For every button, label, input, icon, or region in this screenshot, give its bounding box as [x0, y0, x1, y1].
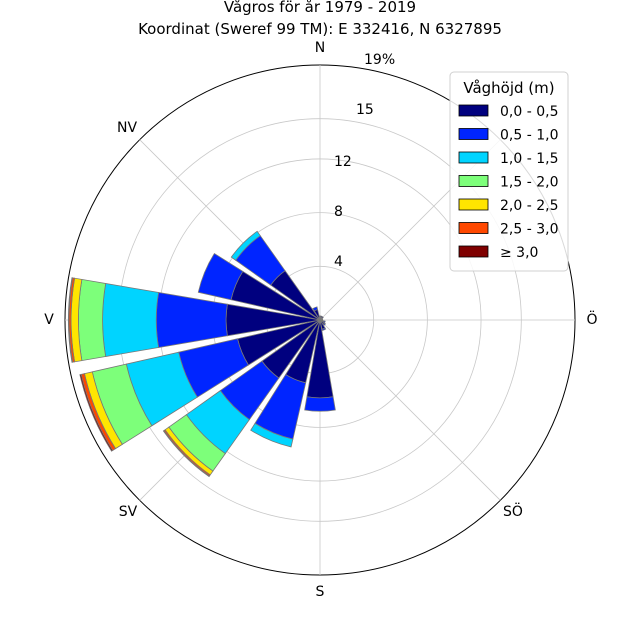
legend-swatch	[458, 175, 489, 187]
wedge-V-bin-3	[78, 278, 107, 362]
wedge-SSV-bin-2	[250, 422, 294, 448]
legend-swatch	[458, 245, 489, 258]
legend-swatch	[458, 128, 489, 140]
legend-label: 2,5 - 3,0	[500, 222, 558, 238]
direction-label: Ö	[586, 310, 597, 328]
wedge-S-bin-1	[304, 396, 336, 412]
wedge-SV-bin-6	[162, 430, 210, 478]
legend-label: 1,5 - 2,0	[500, 175, 558, 191]
radial-tick-label: 19%	[364, 52, 395, 68]
legend-label: 1,0 - 1,5	[500, 151, 558, 167]
direction-label: SV	[119, 504, 138, 520]
legend-swatch	[458, 198, 489, 211]
wedge-NV-bin-2	[230, 230, 261, 261]
direction-label: NV	[117, 120, 137, 136]
wedge-V-bin-1	[155, 292, 228, 348]
direction-label: S	[316, 584, 325, 600]
wedge-NNV-bin-1	[312, 306, 319, 312]
radial-tick-label: 12	[334, 154, 352, 170]
legend-swatch	[458, 151, 489, 164]
legend-label: 2,0 - 2,5	[500, 198, 558, 214]
legend-swatch	[458, 222, 489, 234]
direction-label: N	[315, 40, 325, 56]
wedge-VNV-bin-1	[197, 252, 244, 301]
wedge-V-bin-6	[68, 277, 74, 363]
wedge-VSV-bin-6	[79, 373, 114, 452]
legend: Våghöjd (m) 0,0 - 0,5 0,5 - 1,0 1,0 - 1,5 1,…	[449, 71, 569, 272]
legend-label: 0,0 - 0,5	[500, 104, 558, 120]
legend-title: Våghöjd (m)	[463, 79, 554, 97]
legend-label: ≥ 3,0	[500, 245, 538, 261]
legend-box	[449, 71, 569, 272]
rose-plot-area: 4 8 12 15 19% N Ö SÖ S SV V NV	[44, 40, 597, 600]
legend-swatch	[458, 104, 489, 117]
wedge-V-bin-2	[102, 282, 160, 358]
radial-tick-label: 4	[334, 254, 343, 270]
grid-spoke	[319, 319, 501, 501]
chart-title: Vågros för år 1979 - 2019	[224, 0, 416, 16]
radial-tick-label: 8	[334, 204, 343, 220]
chart-subtitle: Koordinat (Sweref 99 TM): E 332416, N 63…	[138, 20, 502, 38]
direction-label: V	[44, 312, 54, 328]
direction-label: SÖ	[503, 502, 523, 520]
radial-tick-label: 15	[356, 102, 374, 118]
legend-label: 0,5 - 1,0	[500, 128, 558, 144]
wedge-SSO-bin-1	[321, 327, 327, 331]
